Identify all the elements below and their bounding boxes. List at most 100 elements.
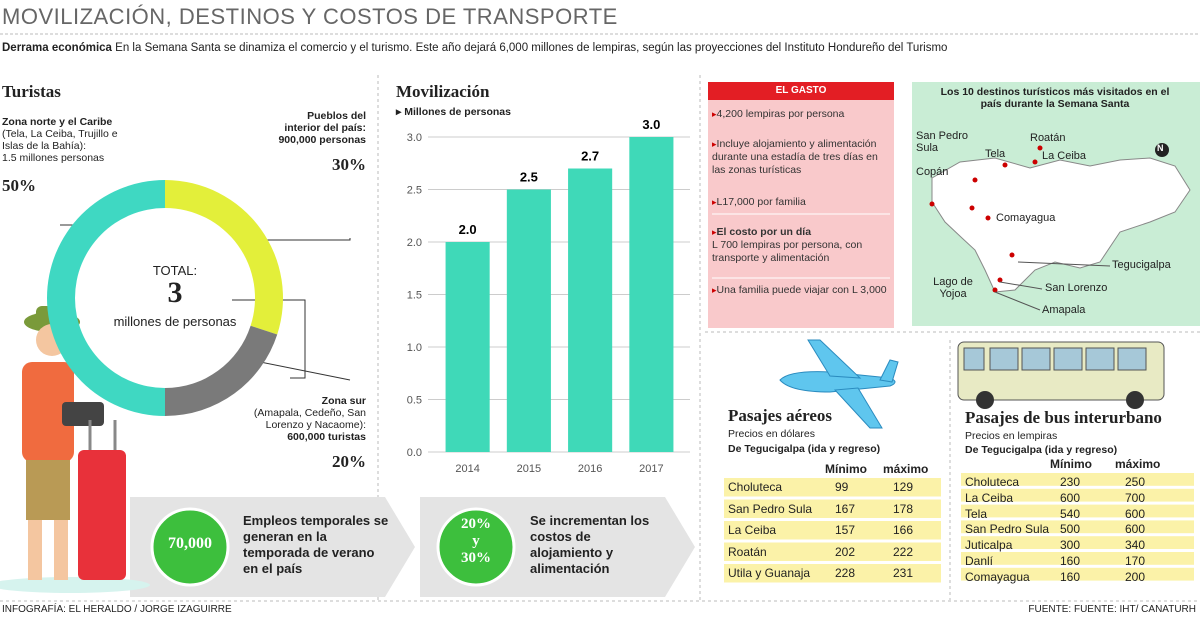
total-unit: millones de personas (113, 314, 237, 329)
bus-title: Pasajes de bus interurbano (965, 408, 1162, 427)
bus-subtitle: Precios en lempiras (965, 430, 1058, 442)
place: Copán (916, 166, 949, 178)
table-cell: 202 (835, 544, 856, 559)
fig: 30% (461, 550, 491, 566)
y-tick-label: 0.5 (407, 395, 422, 407)
table-cell: San Pedro Sula (965, 522, 1050, 537)
place: Roatán (1030, 132, 1066, 144)
amount: 1.5 millones personas (2, 152, 105, 164)
table-row (961, 552, 1194, 565)
value-label: 50% (2, 176, 36, 195)
trip: (ida y regreso) (807, 443, 881, 455)
table-cell: 160 (1060, 554, 1081, 568)
table-cell: Roatán (728, 544, 767, 559)
bar (568, 168, 613, 452)
table-cell: Choluteca (965, 475, 1020, 489)
table-cell: San Pedro Sula (728, 501, 813, 516)
table-row (724, 521, 941, 540)
total: 3 (167, 276, 183, 309)
fig: 20% (461, 516, 491, 532)
x-tick-label: 2015 (517, 463, 541, 475)
table-cell: 540 (1060, 506, 1081, 521)
segment-label: Zona norte y el Caribe (Tela, La Ceiba, T… (2, 116, 122, 164)
table-cell: Utila y Guanaja (728, 566, 811, 580)
place: San Pedro Sula (916, 130, 968, 154)
bar-subtitle: ▸ Millones de personas (396, 106, 511, 118)
table-cell: 167 (835, 501, 856, 516)
place: San Lorenzo (1045, 282, 1108, 294)
value-label: 20% (332, 452, 366, 471)
table-cell: 228 (835, 566, 856, 580)
x-tick-label: 2014 (455, 463, 479, 475)
table-row (961, 567, 1194, 581)
table-cell: 600 (1125, 522, 1146, 537)
table-cell: 700 (1125, 490, 1146, 505)
table-cell: 178 (893, 501, 914, 516)
credit: INFOGRAFÍA: EL HERALDO / JORGE IZAGUIRRE (2, 604, 232, 615)
table-cell: Comayagua (965, 569, 1030, 584)
table-cell: 300 (1060, 538, 1081, 553)
cost-heading: El costo por un día (716, 226, 812, 238)
value-label: 2.0 (459, 222, 477, 237)
segment-label: Zona sur (Amapala, Cedeño, San Lorenzo y … (226, 395, 366, 443)
x-tick-label: 2017 (639, 463, 663, 475)
detail: (Amapala, Cedeño, San Lorenzo y Nacaome)… (253, 407, 366, 431)
place: Lago de Yojoa (933, 276, 973, 300)
table-cell: Juticalpa (965, 538, 1013, 553)
bar (445, 242, 490, 452)
table-row (961, 504, 1194, 518)
callout-figure: 70,000 (168, 535, 212, 552)
table-cell: 157 (835, 523, 856, 537)
table-cell: La Ceiba (965, 490, 1014, 505)
detail: (Tela, La Ceiba, Trujillo e Islas de la … (2, 128, 118, 152)
donut-segment (47, 180, 165, 416)
y-tick-label: 1.5 (407, 290, 422, 302)
lead-text: En la Semana Santa se dinamiza el comerc… (115, 42, 948, 54)
callout-text: Se incrementan los costos de alojamiento… (530, 513, 650, 576)
value-label: 30% (332, 155, 366, 174)
table-cell: Choluteca (728, 480, 783, 494)
trip: (ida y regreso) (1044, 444, 1118, 456)
y-tick-label: 1.0 (407, 342, 422, 354)
table-cell: 500 (1060, 522, 1081, 537)
y-tick-label: 2.0 (407, 237, 422, 249)
table-cell: 600 (1125, 506, 1146, 521)
place: La Ceiba (1042, 150, 1087, 162)
column-header: máximo (883, 462, 929, 476)
total-label: TOTAL: (152, 263, 198, 278)
subtitle-text: Millones de personas (404, 106, 511, 118)
source: FUENTE: FUENTE: IHT/ CANATURH (1028, 604, 1196, 615)
air-subtitle: Precios en dólares (728, 428, 815, 440)
column-header: máximo (1115, 457, 1161, 471)
y-tick-label: 2.5 (407, 185, 422, 197)
table-cell: Tela (965, 506, 988, 521)
gasto-item: 4,200 lempiras por persona (712, 108, 890, 121)
table-cell: 200 (1125, 569, 1146, 584)
gasto-item: L17,000 por familia (712, 196, 890, 209)
page-title: MOVILIZACIÓN, DESTINOS Y COSTOS DE TRANS… (2, 4, 618, 29)
table-cell: 231 (893, 566, 914, 580)
table-row (724, 478, 941, 497)
callout-figure: 20% y 30% (440, 516, 512, 567)
lead: Derrama económica En la Semana Santa se … (2, 42, 947, 54)
table-row (724, 564, 941, 583)
value-label: 3.0 (642, 117, 660, 132)
category: Pueblos del interior del país: (284, 110, 366, 134)
detail: 900,000 personas (278, 134, 366, 146)
callout-text: Empleos temporales se generan en la temp… (243, 513, 389, 576)
bar (506, 189, 551, 452)
place: Comayagua (996, 212, 1056, 224)
gasto-title: EL GASTO (775, 85, 827, 96)
amount: 600,000 turistas (287, 431, 366, 443)
gasto-item: Incluye alojamiento y alimentación duran… (712, 138, 890, 177)
segment-label: Pueblos del interior del país: 900,000 pe… (270, 110, 366, 146)
table-cell: 230 (1060, 475, 1081, 489)
table-cell: 340 (1125, 538, 1146, 553)
table-cell: 222 (893, 544, 914, 559)
air-route: De Tegucigalpa (ida y regreso) (728, 443, 880, 455)
table-row (961, 473, 1194, 486)
fig: y (472, 533, 480, 549)
donut-segment (165, 325, 278, 416)
